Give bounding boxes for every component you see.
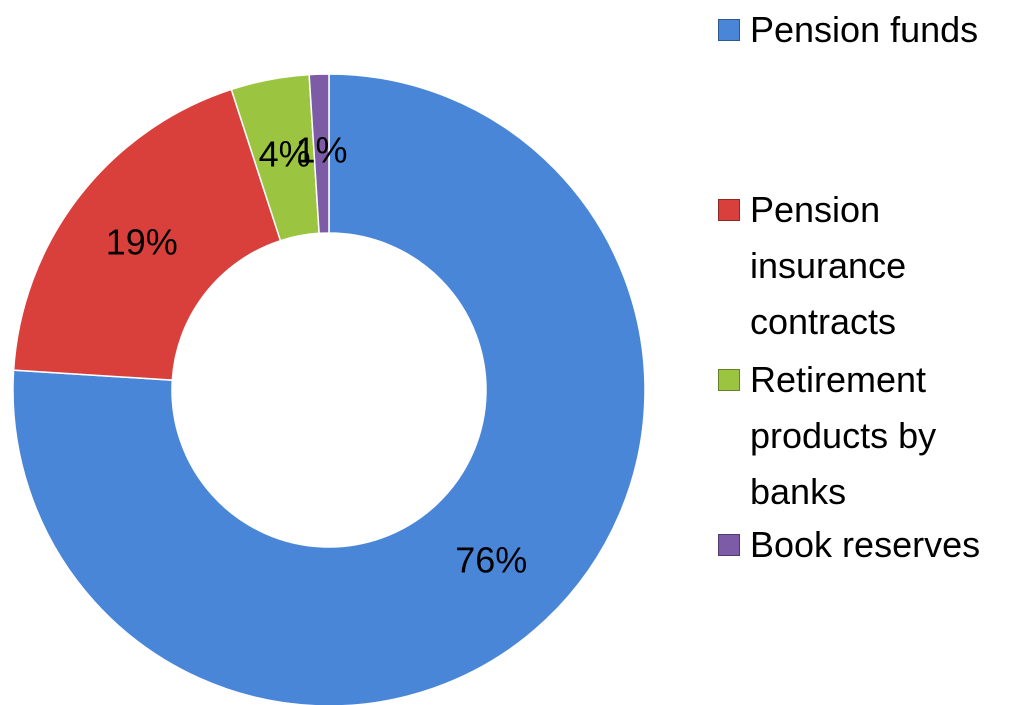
legend-swatch [718, 534, 740, 556]
data-label: 19% [106, 221, 178, 262]
data-label: 76% [455, 539, 527, 580]
legend-label: Pension insurance contracts [750, 189, 907, 342]
legend-label: Book reserves [750, 524, 981, 565]
legend-label: Pension funds [750, 9, 979, 50]
data-label: 4% [259, 134, 311, 175]
donut-slice [12, 88, 282, 381]
legend-item: Pension insurance contracts [718, 182, 1018, 350]
legend-label: Retirement products by banks [750, 359, 937, 512]
donut-slice [308, 73, 330, 235]
legend-item: Pension funds [718, 2, 1018, 58]
donut-slice [12, 73, 646, 705]
legend-item: Book reserves [718, 517, 1018, 573]
legend-swatch [718, 369, 740, 391]
legend-item: Retirement products by banks [718, 352, 1018, 520]
data-label: 1% [296, 130, 348, 171]
legend-swatch [718, 19, 740, 41]
legend-swatch [718, 199, 740, 221]
